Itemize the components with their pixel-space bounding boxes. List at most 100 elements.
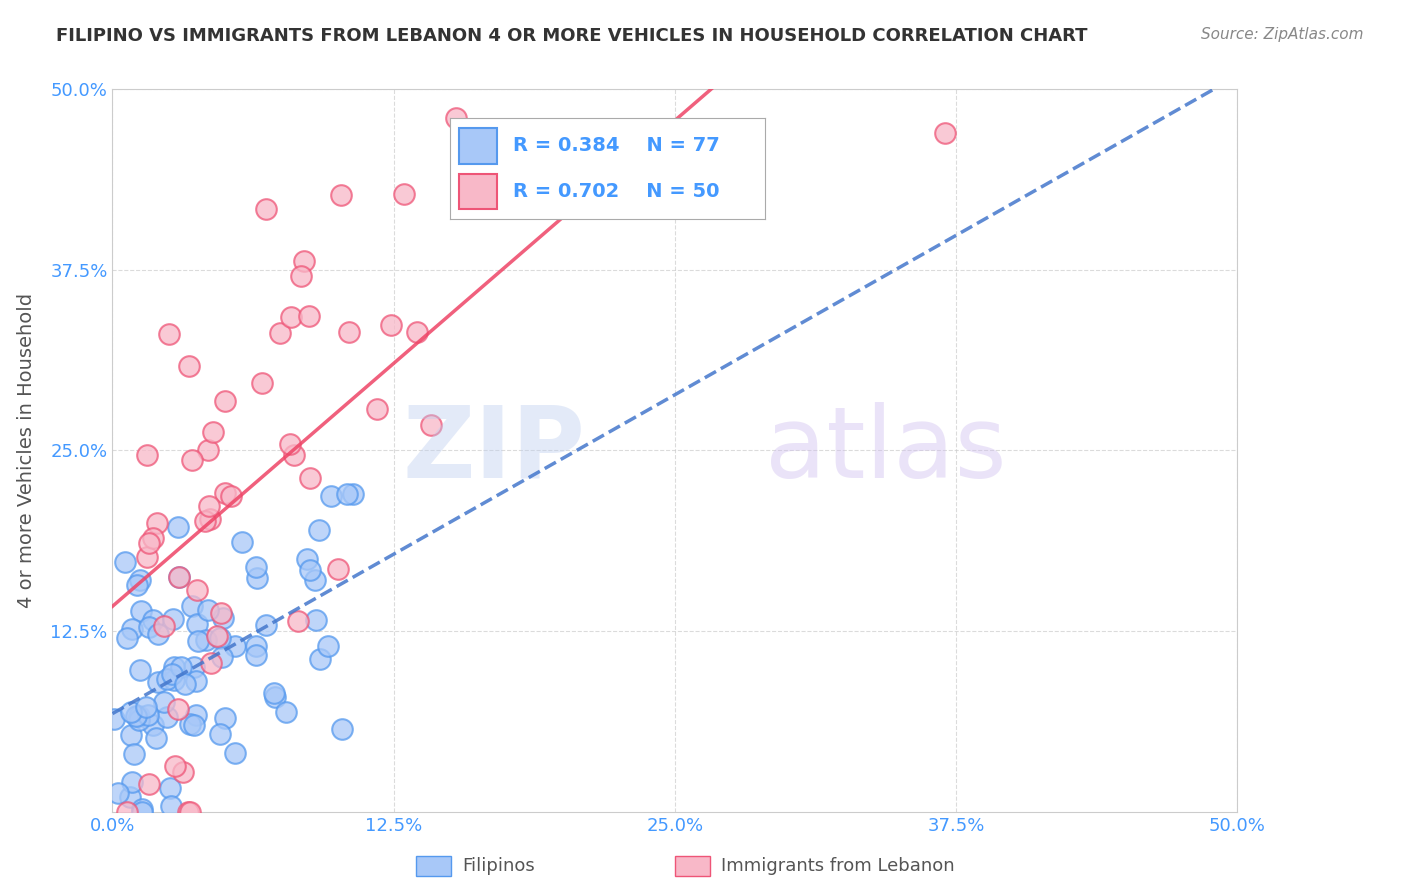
Point: [280, 310, 302, 325]
Point: [125, 577, 148, 591]
Point: [135, 448, 157, 462]
Point: [406, 326, 429, 340]
Text: Immigrants from Lebanon: Immigrants from Lebanon: [721, 857, 955, 875]
Point: [224, 640, 246, 654]
Point: [128, 574, 150, 588]
Point: [174, 677, 197, 691]
Point: [254, 202, 277, 217]
Point: [136, 707, 159, 722]
Point: [128, 663, 150, 677]
Point: [380, 318, 402, 333]
Point: [180, 599, 202, 614]
Point: [120, 728, 142, 742]
Point: [146, 627, 169, 641]
Point: [283, 448, 305, 462]
Point: [184, 708, 207, 723]
Point: [172, 765, 194, 780]
Point: [131, 802, 153, 816]
Point: [118, 790, 141, 805]
Point: [142, 718, 165, 732]
Point: [254, 618, 277, 632]
Point: [337, 325, 360, 339]
Point: [180, 452, 202, 467]
Point: [304, 573, 326, 587]
Point: [197, 603, 219, 617]
Point: [342, 487, 364, 501]
Point: [115, 805, 138, 819]
Point: [169, 570, 191, 584]
Point: [330, 722, 353, 736]
Point: [308, 523, 330, 537]
Point: [444, 111, 467, 125]
Point: [276, 705, 298, 719]
Point: [186, 617, 208, 632]
Point: [214, 485, 236, 500]
Point: [211, 611, 233, 625]
Point: [187, 634, 209, 648]
Point: [121, 775, 143, 789]
Point: [177, 805, 200, 819]
Point: [152, 618, 174, 632]
Point: [245, 648, 267, 662]
Point: [167, 570, 190, 584]
Point: [183, 659, 205, 673]
Point: [245, 560, 267, 574]
Point: [121, 622, 143, 636]
Point: [264, 690, 287, 705]
Point: [163, 659, 186, 673]
Point: [131, 805, 153, 819]
Text: atlas: atlas: [765, 402, 1007, 499]
Point: [194, 633, 217, 648]
Point: [305, 614, 328, 628]
Point: [207, 629, 229, 643]
Point: [231, 535, 253, 549]
Point: [250, 376, 273, 390]
Point: [135, 700, 157, 714]
Point: [138, 777, 160, 791]
Point: [329, 188, 352, 202]
Point: [366, 401, 388, 416]
Text: ZIP: ZIP: [402, 402, 585, 499]
Point: [298, 563, 321, 577]
Point: [120, 705, 142, 719]
Point: [107, 786, 129, 800]
Point: [165, 758, 187, 772]
Point: [209, 606, 232, 620]
Point: [194, 515, 217, 529]
Point: [179, 359, 201, 374]
Point: [202, 425, 225, 439]
Point: [183, 717, 205, 731]
Point: [209, 631, 232, 645]
Point: [211, 650, 233, 665]
Text: FILIPINO VS IMMIGRANTS FROM LEBANON 4 OR MORE VEHICLES IN HOUSEHOLD CORRELATION : FILIPINO VS IMMIGRANTS FROM LEBANON 4 OR…: [56, 27, 1088, 45]
Point: [135, 550, 157, 565]
Point: [269, 326, 291, 340]
Point: [392, 187, 415, 202]
Point: [198, 512, 221, 526]
Point: [115, 631, 138, 645]
Bar: [460, 128, 498, 163]
Point: [308, 652, 330, 666]
Point: [219, 489, 242, 503]
Point: [299, 471, 322, 485]
Point: [152, 694, 174, 708]
Point: [160, 798, 183, 813]
Point: [129, 604, 152, 618]
Point: [124, 709, 146, 723]
Point: [145, 731, 167, 745]
Point: [160, 667, 183, 681]
Point: [156, 710, 179, 724]
Point: [292, 253, 315, 268]
Point: [159, 327, 181, 342]
Text: Filipinos: Filipinos: [463, 857, 536, 875]
Point: [179, 805, 201, 819]
Text: R = 0.702    N = 50: R = 0.702 N = 50: [513, 182, 720, 201]
Point: [128, 708, 150, 723]
Point: [214, 394, 236, 409]
Text: Source: ZipAtlas.com: Source: ZipAtlas.com: [1201, 27, 1364, 42]
Point: [124, 747, 146, 761]
Point: [197, 443, 219, 458]
Point: [295, 552, 318, 566]
Point: [298, 309, 321, 323]
Point: [142, 532, 165, 546]
